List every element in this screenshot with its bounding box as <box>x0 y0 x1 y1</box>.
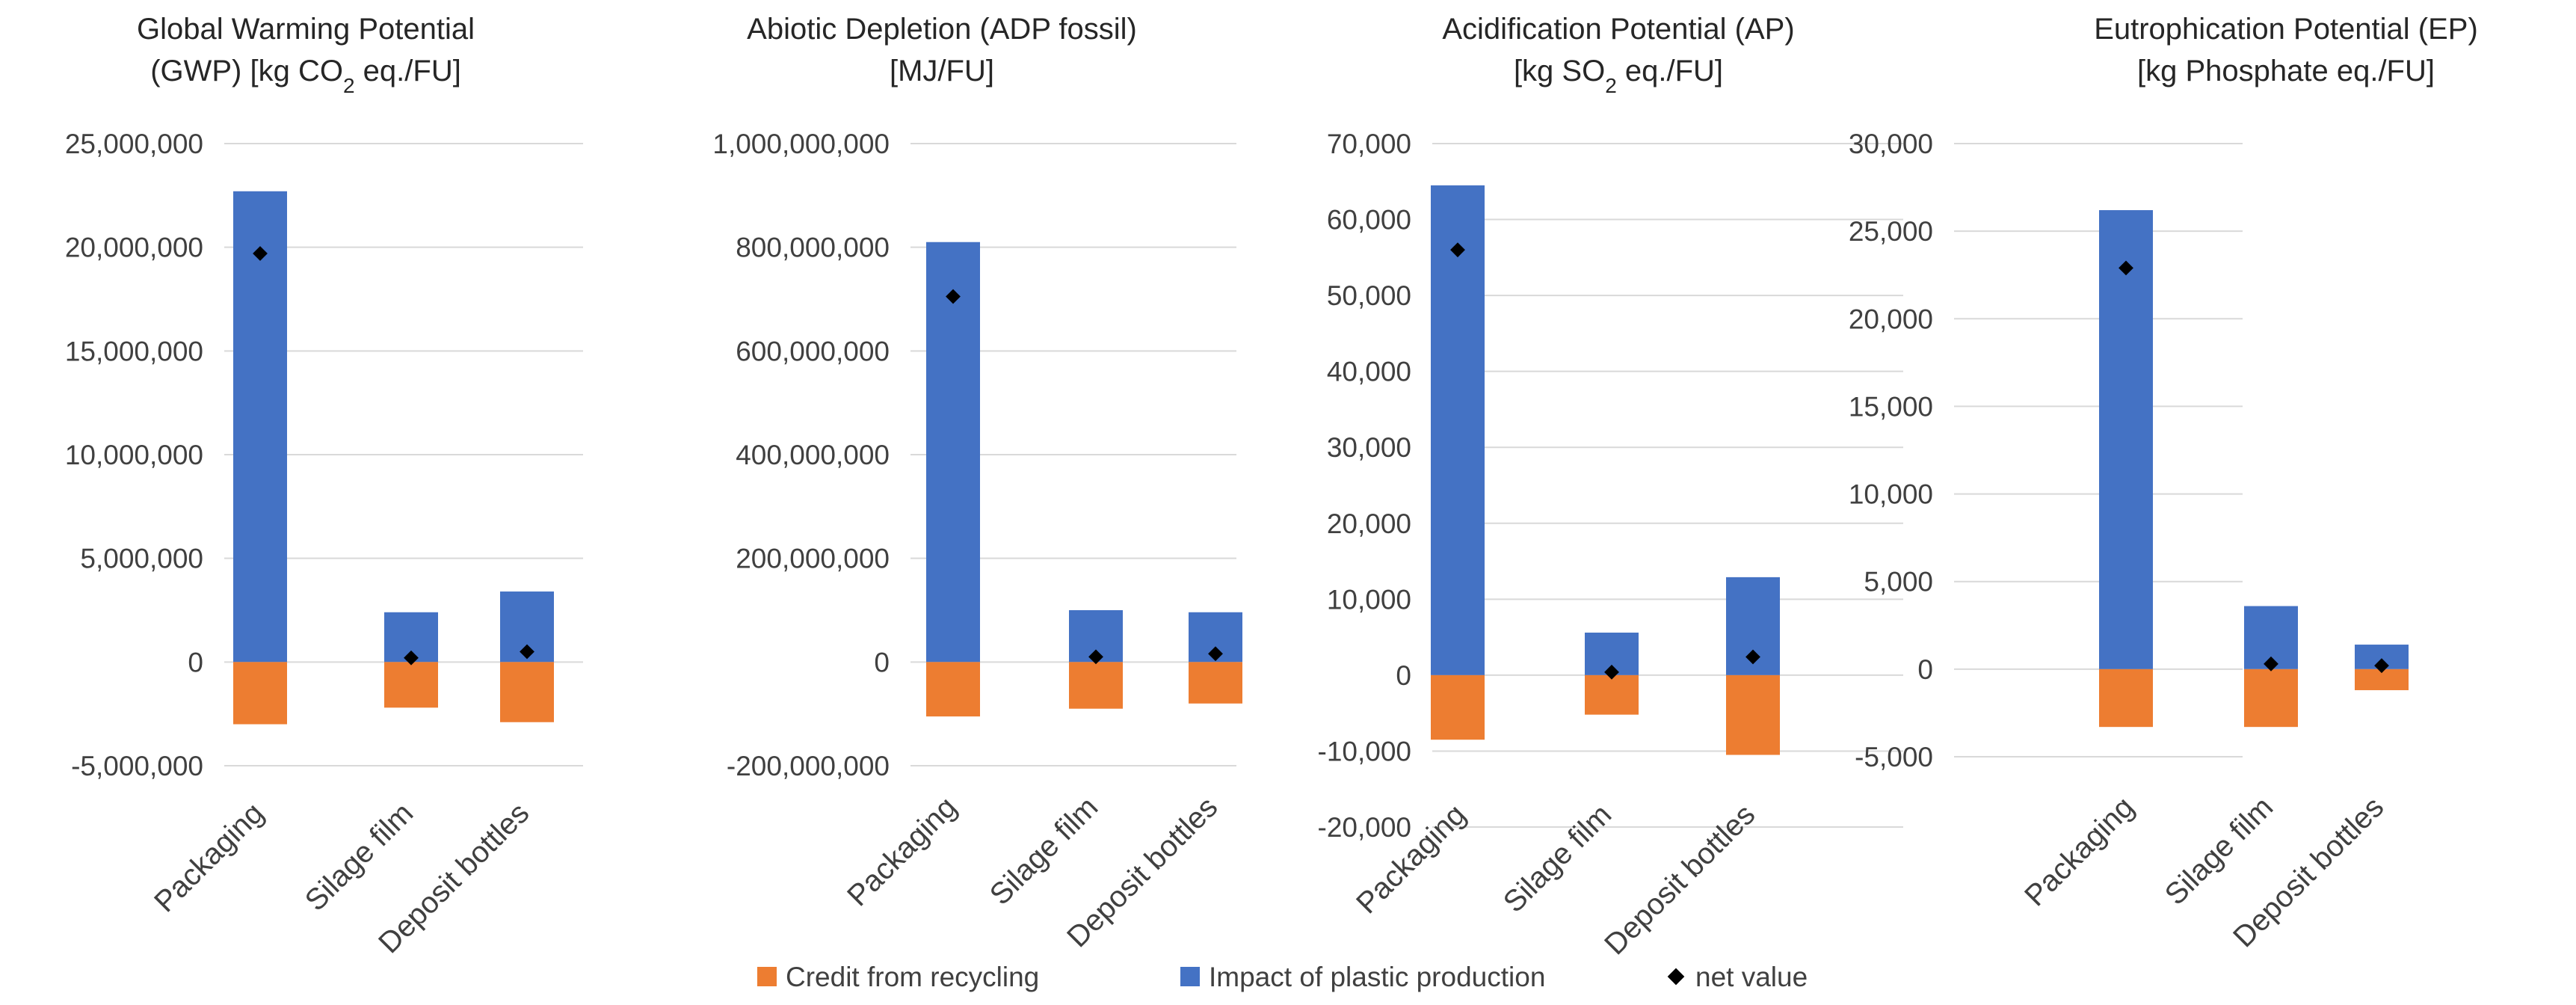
y-tick-label: 10,000 <box>1849 479 1933 510</box>
category-label: Deposit bottles <box>1598 798 1761 961</box>
chart-panel-3: Acidification Potential (AP) [kg SO2 eq./… <box>1318 13 1903 961</box>
category-label: Silage film <box>299 796 420 918</box>
net-value-marker <box>946 289 961 304</box>
chart-title-line2-text: (GWP) [kg CO <box>150 55 343 87</box>
y-tick-label: 600,000,000 <box>736 336 890 366</box>
chart-panel-4: Eutrophication Potential (EP) [kg Phospha… <box>1849 13 2478 953</box>
net-value-marker <box>2264 656 2278 671</box>
bar-impact <box>1431 185 1485 675</box>
y-tick-label: 50,000 <box>1327 280 1411 311</box>
net-value-marker <box>2119 260 2133 276</box>
bar-credit <box>2099 669 2153 728</box>
chart-title-line2-text: [MJ/FU] <box>890 55 994 87</box>
y-tick-label: 0 <box>1917 654 1933 685</box>
net-value-marker <box>520 644 534 660</box>
y-tick-label: 30,000 <box>1849 129 1933 159</box>
chart-title-line1: Eutrophication Potential (EP) <box>2094 13 2478 46</box>
bar-credit <box>1726 674 1780 755</box>
y-tick-label: -10,000 <box>1318 736 1412 766</box>
category-label: Silage film <box>984 790 1105 912</box>
chart-title-line2-suffix: eq./FU] <box>355 55 461 87</box>
y-tick-label: 20,000 <box>1849 304 1933 334</box>
y-tick-label: 1,000,000,000 <box>712 129 890 159</box>
chart-panel-1: Global Warming Potential (GWP) [kg CO2 eq… <box>65 13 583 959</box>
bar-credit <box>384 662 438 708</box>
legend: Credit from recycling Impact of plastic … <box>757 962 1808 992</box>
chart-title-line2-text: [kg SO <box>1514 55 1605 87</box>
y-tick-label: 25,000 <box>1849 216 1933 247</box>
bar-credit <box>1585 674 1639 715</box>
category-label: Silage film <box>1497 798 1618 919</box>
chart-title-line2-suffix: eq./FU] <box>1617 55 1723 87</box>
chart-title-line1: Abiotic Depletion (ADP fossil) <box>747 13 1137 46</box>
bar-credit <box>500 662 554 722</box>
bar-credit <box>233 662 287 725</box>
y-tick-label: 0 <box>874 647 890 677</box>
legend-label-credit: Credit from recycling <box>786 962 1039 992</box>
y-tick-label: 20,000,000 <box>65 233 203 263</box>
bar-credit <box>1431 674 1485 740</box>
chart-title-subscript: 2 <box>1605 74 1617 97</box>
net-value-marker <box>1088 649 1103 665</box>
y-tick-label: 40,000 <box>1327 357 1411 387</box>
bar-impact <box>926 242 980 663</box>
bar-impact <box>233 191 287 663</box>
y-tick-label: 15,000,000 <box>65 336 203 366</box>
net-value-marker <box>2374 658 2389 674</box>
y-tick-label: 200,000,000 <box>736 544 890 574</box>
category-label: Packaging <box>841 790 963 912</box>
y-tick-label: -200,000,000 <box>727 751 890 781</box>
net-value-marker <box>1450 242 1465 258</box>
y-tick-label: 60,000 <box>1327 205 1411 236</box>
y-tick-label: 15,000 <box>1849 391 1933 422</box>
chart-title-line2: [MJ/FU] <box>890 55 994 87</box>
chart-title-line2-text: [kg Phosphate eq./FU] <box>2137 55 2435 87</box>
net-value-marker <box>253 246 268 261</box>
chart-title-line1: Acidification Potential (AP) <box>1442 13 1794 46</box>
category-label: Packaging <box>148 796 270 918</box>
y-tick-label: 0 <box>1396 660 1411 691</box>
legend-label-net: net value <box>1695 962 1808 992</box>
chart-panel-2: Abiotic Depletion (ADP fossil) [MJ/FU] -20… <box>712 13 1242 953</box>
y-tick-label: 70,000 <box>1327 129 1411 159</box>
net-value-marker <box>1745 649 1760 665</box>
legend-swatch-impact <box>1180 967 1200 986</box>
y-tick-label: 30,000 <box>1327 432 1411 463</box>
chart-panels: Global Warming Potential(GWP) [kg CO2 eq… <box>65 13 2478 961</box>
legend-label-impact: Impact of plastic production <box>1209 962 1545 992</box>
category-label: Packaging <box>2018 790 2140 912</box>
y-tick-label: 5,000 <box>1864 567 1933 597</box>
net-value-marker <box>1208 646 1223 662</box>
bar-credit <box>926 662 980 717</box>
y-tick-label: 5,000,000 <box>80 544 203 574</box>
legend-marker-net <box>1667 968 1685 986</box>
bar-credit <box>1189 662 1242 704</box>
y-tick-label: 10,000 <box>1327 584 1411 615</box>
chart-title-line1: Global Warming Potential <box>137 13 475 46</box>
bar-impact <box>2099 210 2153 669</box>
bar-credit <box>1069 662 1123 709</box>
legend-swatch-credit <box>757 967 777 986</box>
y-tick-label: 400,000,000 <box>736 440 890 470</box>
y-tick-label: -5,000,000 <box>71 751 203 781</box>
y-tick-label: 800,000,000 <box>736 233 890 263</box>
chart-title-subscript: 2 <box>343 74 355 97</box>
net-value-marker <box>1604 664 1619 680</box>
category-label: Silage film <box>2159 790 2280 912</box>
y-tick-label: 25,000,000 <box>65 129 203 159</box>
chart-title-line2: [kg Phosphate eq./FU] <box>2137 55 2435 87</box>
y-tick-label: 10,000,000 <box>65 440 203 470</box>
chart-title-line2: [kg SO2 eq./FU] <box>1514 55 1723 97</box>
bar-credit <box>2244 669 2298 728</box>
chart-title-line2: (GWP) [kg CO2 eq./FU] <box>150 55 461 97</box>
net-value-marker <box>404 650 419 666</box>
y-tick-label: 0 <box>188 647 203 677</box>
y-tick-label: -5,000 <box>1855 742 1933 772</box>
y-tick-label: 20,000 <box>1327 508 1411 539</box>
y-tick-label: -20,000 <box>1318 812 1412 843</box>
